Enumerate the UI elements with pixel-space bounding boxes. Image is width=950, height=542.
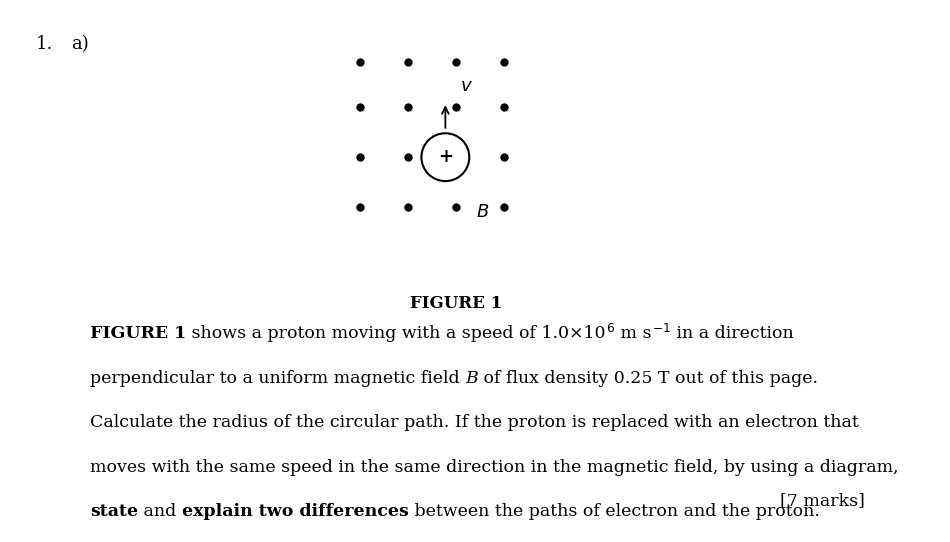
Text: 1.: 1. [36, 35, 53, 53]
Text: perpendicular to a uniform magnetic field: perpendicular to a uniform magnetic fiel… [90, 370, 466, 386]
Text: +: + [438, 148, 453, 166]
Text: Calculate the radius of the circular path. If the proton is replaced with an ele: Calculate the radius of the circular pat… [90, 414, 859, 431]
Text: shows a proton moving with a speed of 1.0×10: shows a proton moving with a speed of 1.… [186, 325, 606, 342]
Text: of flux density 0.25 T out of this page.: of flux density 0.25 T out of this page. [478, 370, 818, 386]
Text: explain two differences: explain two differences [182, 503, 408, 520]
Text: a): a) [71, 35, 89, 53]
Text: m s: m s [616, 325, 652, 342]
Text: B: B [466, 370, 478, 386]
Text: $^{-1}$: $^{-1}$ [652, 325, 671, 342]
Text: $B$: $B$ [476, 203, 489, 221]
Text: in a direction: in a direction [671, 325, 793, 342]
Text: state: state [90, 503, 139, 520]
Text: and: and [139, 503, 182, 520]
Text: $v$: $v$ [460, 77, 473, 95]
Text: FIGURE 1: FIGURE 1 [90, 325, 186, 342]
Text: $^6$: $^6$ [606, 325, 616, 342]
Text: between the paths of electron and the proton.: between the paths of electron and the pr… [408, 503, 820, 520]
Text: FIGURE 1: FIGURE 1 [410, 295, 502, 312]
Text: [7 marks]: [7 marks] [780, 493, 864, 509]
Text: moves with the same speed in the same direction in the magnetic field, by using : moves with the same speed in the same di… [90, 459, 899, 475]
